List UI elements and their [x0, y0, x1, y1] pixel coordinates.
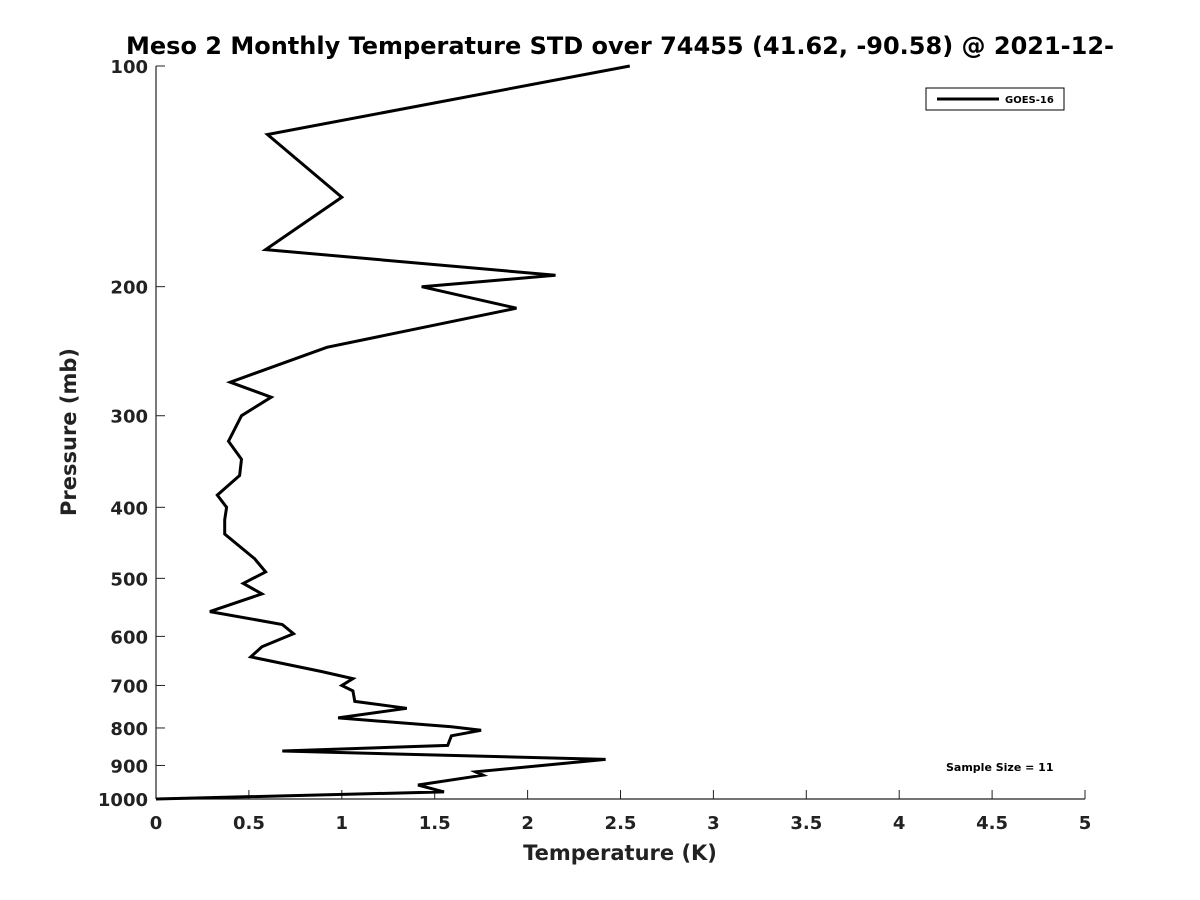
y-tick-label: 300 [110, 407, 148, 428]
x-tick-label: 0.5 [233, 813, 265, 834]
x-axis-label: Temperature (K) [523, 841, 717, 865]
y-tick-label: 200 [110, 278, 148, 299]
x-tick-label: 2 [521, 813, 534, 834]
x-tick-label: 3.5 [790, 813, 822, 834]
x-tick-label: 3 [707, 813, 720, 834]
y-tick-label: 100 [110, 57, 148, 78]
y-tick-label: 900 [110, 756, 148, 777]
x-tick-label: 1.5 [419, 813, 451, 834]
sample-size-annotation: Sample Size = 11 [946, 761, 1053, 774]
y-axis-label: Pressure (mb) [57, 348, 81, 516]
x-tick-label: 4.5 [976, 813, 1008, 834]
y-tick-label: 800 [110, 719, 148, 740]
x-tick-label: 2.5 [605, 813, 637, 834]
x-tick-label: 5 [1079, 813, 1092, 834]
y-tick-label: 500 [110, 569, 148, 590]
x-tick-label: 4 [893, 813, 906, 834]
series-line-goes-16 [155, 64, 631, 801]
chart-title: Meso 2 Monthly Temperature STD over 7445… [126, 32, 1114, 60]
series-layer [155, 64, 631, 801]
y-tick-label: 600 [110, 627, 148, 648]
x-tick-label: 0 [150, 813, 163, 834]
legend: GOES-16 [925, 87, 1065, 111]
legend-label-goes-16: GOES-16 [1005, 95, 1054, 106]
x-tick-label: 1 [336, 813, 349, 834]
x-ticks: 0 0.5 1 1.5 2 2.5 3 3.5 4 4.5 5 [150, 790, 1092, 834]
y-ticks: 100 200 300 400 500 600 700 800 900 1000 [98, 57, 165, 811]
y-tick-label: 1000 [98, 790, 148, 811]
y-tick-label: 700 [110, 676, 148, 697]
y-tick-label: 400 [110, 498, 148, 519]
